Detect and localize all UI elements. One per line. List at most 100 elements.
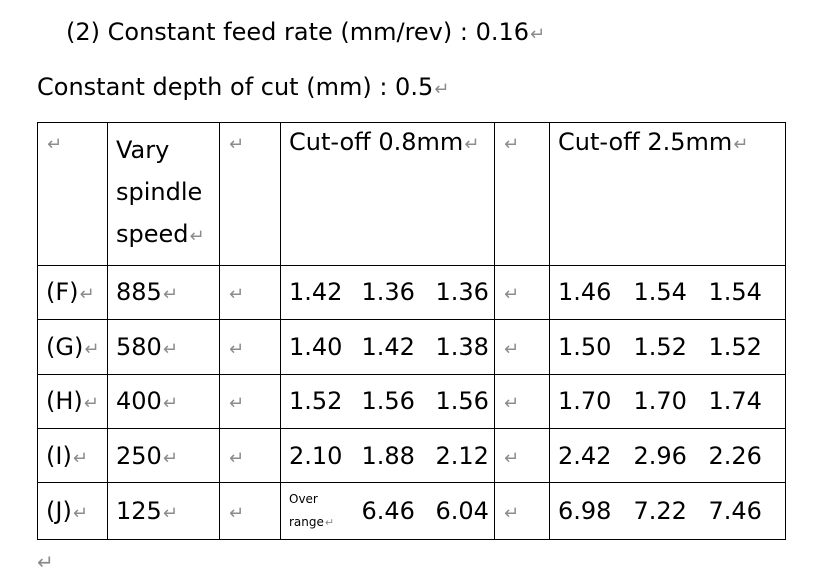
paragraph-mark-icon: ↵ — [229, 393, 245, 415]
cutoff-25-value-cell: 1.52 — [700, 319, 786, 375]
empty-cell: ↵ — [494, 373, 550, 430]
feed-rate-line: (2) Constant feed rate (mm/rev) : 0.16↵ — [66, 20, 545, 44]
cutoff-25-value-cell: 1.74 — [700, 373, 786, 430]
results-table: ↵ Vary spindle speed↵ ↵ Cut-off 0.8mm↵ ↵… — [37, 122, 786, 540]
empty-cell: ↵ — [219, 319, 281, 375]
cutoff-08-value-cell: 1.56 — [353, 373, 428, 430]
paragraph-mark-icon: ↵ — [733, 134, 749, 155]
paragraph-mark-icon: ↵ — [229, 447, 245, 469]
empty-cell: ↵ — [494, 482, 550, 540]
paragraph-mark-icon: ↵ — [37, 550, 54, 574]
paragraph-mark-icon: ↵ — [189, 226, 205, 247]
empty-cell: ↵ — [219, 428, 281, 484]
paragraph-mark-icon: ↵ — [162, 393, 178, 415]
cutoff-25-value: 1.50 — [558, 332, 612, 361]
row-label-cell: (H)↵ — [37, 373, 108, 430]
cutoff-25-value: 1.52 — [708, 332, 762, 361]
paragraph-mark-icon: ↵ — [83, 393, 99, 415]
cutoff-25-value-cell: 2.26 — [700, 428, 786, 484]
table-header-row: ↵ Vary spindle speed↵ ↵ Cut-off 0.8mm↵ ↵… — [37, 122, 786, 266]
cutoff-25-value: 1.46 — [558, 278, 612, 307]
paragraph-mark-icon: ↵ — [79, 284, 95, 306]
paragraph-mark-icon: ↵ — [504, 503, 520, 525]
cutoff-25-value: 1.74 — [708, 387, 762, 416]
cutoff-08-value: 1.40 — [289, 332, 343, 361]
paragraph-mark-icon: ↵ — [504, 338, 520, 360]
cutoff-08-value-cell: 2.10 — [280, 428, 354, 484]
header-cutoff-08-label: Cut-off 0.8mm — [289, 128, 464, 156]
paragraph-mark-icon: ↵ — [229, 503, 245, 525]
cutoff-08-value-cell: 6.46 — [353, 482, 428, 540]
paragraph-mark-icon: ↵ — [162, 284, 178, 306]
speed-cell: 580↵ — [107, 319, 220, 375]
empty-cell: ↵ — [494, 428, 550, 484]
cutoff-25-value: 1.70 — [633, 387, 687, 416]
cutoff-25-value: 7.22 — [633, 497, 687, 526]
row-label-cell: (I)↵ — [37, 428, 108, 484]
cutoff-08-value: 1.88 — [361, 441, 415, 470]
paragraph-mark-icon: ↵ — [324, 516, 335, 530]
header-cell-cutoff-25: Cut-off 2.5mm↵ — [549, 122, 786, 266]
cutoff-08-value: 2.10 — [289, 441, 343, 470]
speed-cell: 250↵ — [107, 428, 220, 484]
paragraph-mark-icon: ↵ — [47, 134, 63, 155]
table-row: (F)↵ 885↵ ↵ 1.42 1.36 1.36 ↵ 1.46 1.54 1… — [37, 264, 786, 321]
cutoff-25-value: 2.26 — [708, 441, 762, 470]
cutoff-25-value-cell: 2.42 — [549, 428, 626, 484]
table-row: (J)↵ 125↵ ↵ Over range↵ 6.46 6.04 ↵ 6.98… — [37, 482, 786, 540]
row-label: (I) — [46, 441, 72, 470]
paragraph-mark-icon: ↵ — [229, 338, 245, 360]
cutoff-25-value: 2.96 — [633, 441, 687, 470]
header-cell-spindle-speed: Vary spindle speed↵ — [107, 122, 220, 266]
cutoff-25-value-cell: 1.70 — [549, 373, 626, 430]
cutoff-25-value: 1.70 — [558, 387, 612, 416]
cutoff-25-value-cell: 7.46 — [700, 482, 786, 540]
speed-cell: 400↵ — [107, 373, 220, 430]
paragraph-mark-icon: ↵ — [162, 338, 178, 360]
depth-of-cut-line: Constant depth of cut (mm) : 0.5↵ — [37, 75, 449, 99]
cutoff-08-value-cell: 1.38 — [427, 319, 495, 375]
table-row: (H)↵ 400↵ ↵ 1.52 1.56 1.56 ↵ 1.70 1.70 1… — [37, 373, 786, 430]
cutoff-08-value-cell: 6.04 — [427, 482, 495, 540]
cutoff-25-value: 6.98 — [558, 497, 612, 526]
cutoff-08-value: 1.38 — [435, 332, 489, 361]
cutoff-08-value: 1.42 — [361, 332, 415, 361]
cutoff-25-value-cell: 1.70 — [625, 373, 701, 430]
paragraph-mark-icon: ↵ — [84, 338, 100, 360]
speed-value: 580 — [116, 332, 162, 361]
row-label-cell: (F)↵ — [37, 264, 108, 321]
cutoff-08-value: 1.52 — [289, 387, 343, 416]
cutoff-25-value: 2.42 — [558, 441, 612, 470]
empty-cell: ↵ — [219, 373, 281, 430]
cutoff-08-value: 1.42 — [289, 278, 343, 307]
over-range-value: Over range — [289, 492, 324, 530]
paragraph-mark-icon: ↵ — [162, 447, 178, 469]
row-label: (F) — [46, 278, 79, 307]
cutoff-08-value: 2.12 — [435, 441, 489, 470]
cutoff-08-value: 1.36 — [435, 278, 489, 307]
cutoff-25-value-cell: 7.22 — [625, 482, 701, 540]
paragraph-mark-icon: ↵ — [72, 503, 88, 525]
row-label-cell: (J)↵ — [37, 482, 108, 540]
paragraph-mark-icon: ↵ — [72, 447, 88, 469]
cutoff-08-value-cell: 1.42 — [353, 319, 428, 375]
cutoff-25-value: 1.52 — [633, 332, 687, 361]
cutoff-08-value-cell: 1.88 — [353, 428, 428, 484]
header-cell-cutoff-08: Cut-off 0.8mm↵ — [280, 122, 495, 266]
header-cell-empty: ↵ — [219, 122, 281, 266]
cutoff-08-value-cell: Over range↵ — [280, 482, 354, 540]
paragraph-mark-icon: ↵ — [434, 79, 450, 100]
cutoff-08-value: 6.04 — [435, 497, 489, 526]
cutoff-08-value-cell: 1.52 — [280, 373, 354, 430]
speed-value: 250 — [116, 441, 162, 470]
row-label: (H) — [46, 387, 83, 416]
paragraph-mark-icon: ↵ — [504, 284, 520, 306]
cutoff-25-value: 1.54 — [633, 278, 687, 307]
cutoff-08-value: 1.56 — [361, 387, 415, 416]
cutoff-08-value: 1.36 — [361, 278, 415, 307]
row-label: (J) — [46, 497, 72, 526]
speed-cell: 125↵ — [107, 482, 220, 540]
empty-cell: ↵ — [219, 482, 281, 540]
paragraph-mark-icon: ↵ — [464, 134, 480, 155]
cutoff-25-value-cell: 1.50 — [549, 319, 626, 375]
